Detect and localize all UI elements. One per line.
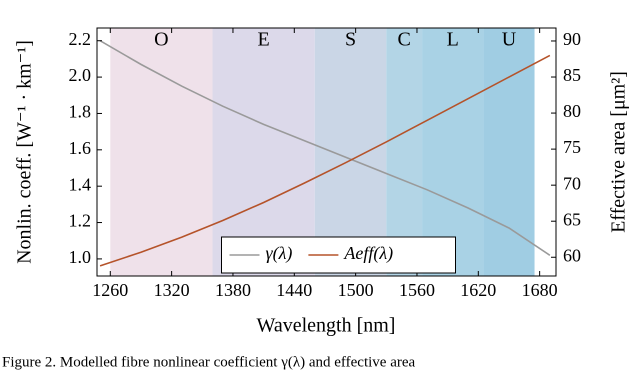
band (386, 28, 423, 276)
x-tick-label: 1620 (460, 280, 496, 300)
x-tick-label: 1560 (399, 280, 435, 300)
y-tick-label: 1.6 (69, 138, 92, 158)
legend-box (221, 236, 456, 274)
legend-label: Aeff(λ) (343, 243, 393, 264)
y-tick-label: 1.0 (69, 247, 92, 267)
x-tick-label: 1440 (276, 280, 312, 300)
x-tick-label: 1680 (522, 280, 558, 300)
x-tick-label: 1380 (215, 280, 251, 300)
band (110, 28, 213, 276)
y-tick-label: 1.2 (69, 211, 92, 231)
plot (99, 40, 551, 267)
band (212, 28, 315, 276)
band-label: E (258, 29, 270, 51)
plot-frame (96, 27, 557, 277)
band (314, 28, 387, 276)
y-tick-label: 1.4 (69, 174, 92, 194)
band-label: O (154, 29, 168, 51)
x-axis-label: Wavelength [nm] (257, 315, 396, 337)
y-tick-label: 2.2 (69, 29, 92, 49)
x-tick-label: 1500 (338, 280, 374, 300)
band-label: C (398, 29, 411, 51)
legend: γ(λ) Aeff(λ) (221, 236, 456, 274)
x-tick-label: 1320 (154, 280, 190, 300)
band-label: U (502, 29, 517, 51)
caption: Figure 2. Modelled fibre nonlinear coeff… (2, 354, 416, 370)
series-line (99, 40, 551, 256)
x-tick-label: 1260 (92, 280, 128, 300)
y-tick-label: 2.0 (69, 65, 92, 85)
y2-tick-label: 60 (563, 245, 581, 265)
y-tick-label: 1.8 (69, 102, 92, 122)
y2-tick-label: 70 (563, 173, 581, 193)
y2-tick-label: 90 (563, 29, 581, 49)
y-axis-label: Nonlin. coeff. [W⁻¹ · km⁻¹] (14, 40, 36, 264)
y2-tick-label: 75 (563, 137, 581, 157)
band (422, 28, 484, 276)
series-line (99, 54, 551, 267)
band-label: L (447, 29, 459, 51)
y2-tick-label: 65 (563, 209, 581, 229)
legend-label: γ(λ) (266, 243, 293, 264)
y2-axis-label: Effective area [μm²] (608, 71, 630, 233)
y2-tick-label: 85 (563, 65, 581, 85)
band-label: S (345, 29, 356, 51)
band (483, 28, 535, 276)
y2-tick-label: 80 (563, 101, 581, 121)
